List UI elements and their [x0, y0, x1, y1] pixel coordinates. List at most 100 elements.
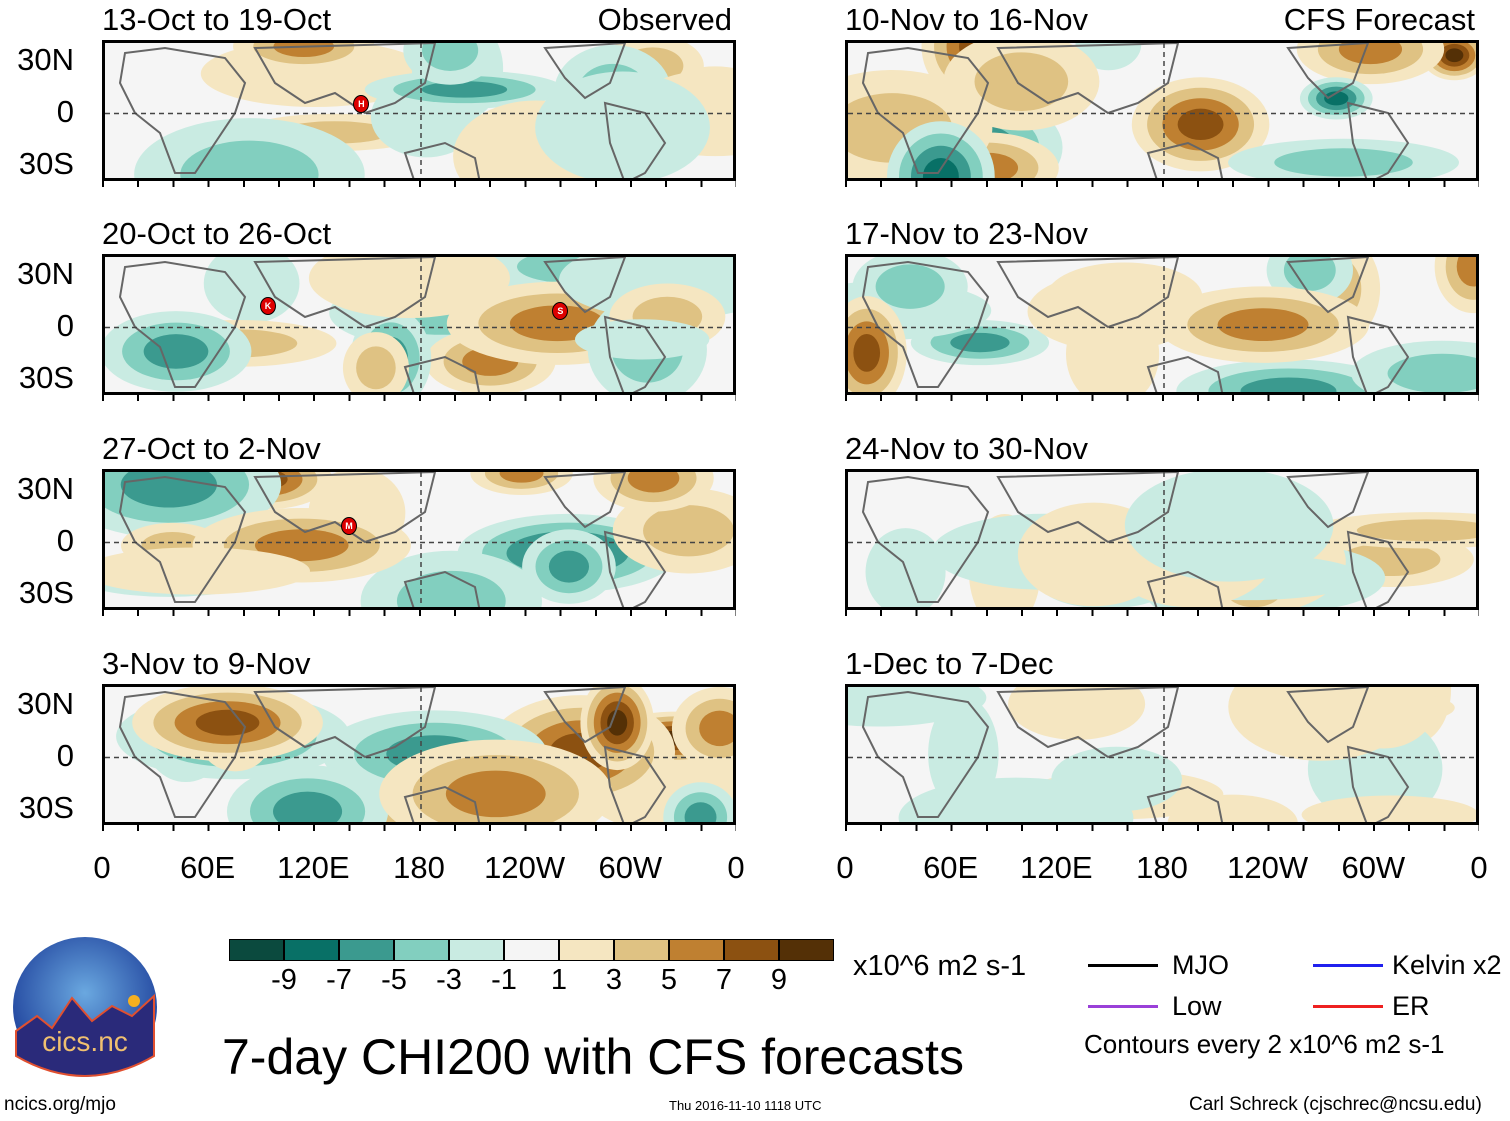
negative-anomaly-contour — [421, 81, 508, 98]
footer-author: Carl Schreck (cjschrec@ncsu.edu) — [1189, 1094, 1482, 1115]
coastline — [403, 570, 481, 607]
x-tick-label: 120W — [1227, 850, 1309, 885]
positive-anomaly-contour — [1008, 687, 1146, 740]
x-tick-marks — [845, 825, 1479, 831]
colorbar-swatch — [284, 939, 339, 961]
coastline — [1146, 785, 1224, 822]
x-tick-label: 60E — [180, 850, 236, 885]
coastline — [996, 472, 1180, 544]
tropical-cyclone-marker: M — [341, 516, 358, 535]
x-tick-label: 0 — [93, 850, 111, 885]
coastline — [1286, 472, 1370, 529]
y-tick-label: 0 — [56, 308, 74, 343]
colorbar-label: -7 — [326, 964, 352, 996]
coastline — [403, 141, 481, 178]
panel-title: 17-Nov to 23-Nov — [845, 216, 1088, 251]
positive-anomaly-contour — [1249, 688, 1455, 728]
negative-anomaly-contour — [548, 550, 590, 583]
negative-anomaly-contour — [180, 140, 319, 178]
negative-anomaly-contour — [143, 334, 209, 369]
y-tick-label: 30S — [18, 360, 74, 395]
y-tick-label: 30S — [18, 790, 74, 825]
panel-title: 10-Nov to 16-Nov — [845, 2, 1088, 37]
colorbar-swatch — [669, 939, 724, 961]
y-tick-label: 0 — [56, 523, 74, 558]
colorbar-label: 7 — [715, 964, 733, 996]
figure-title: 7-day CHI200 with CFS forecasts — [222, 1029, 964, 1085]
y-tick-label: 30S — [18, 146, 74, 181]
y-tick-label: 30N — [17, 42, 74, 77]
x-tick-label: 60W — [598, 850, 663, 885]
positive-anomaly-contour — [643, 505, 733, 557]
y-tick-label: 30N — [17, 471, 74, 506]
positive-anomaly-contour — [1301, 795, 1476, 822]
legend-line-kelvin — [1313, 964, 1383, 967]
x-tick-label: 120W — [484, 850, 566, 885]
colorbar-label: 5 — [660, 964, 678, 996]
negative-anomaly-contour — [1124, 472, 1334, 582]
legend-label-low: Low — [1172, 991, 1222, 1021]
x-tick-label: 60E — [923, 850, 979, 885]
coastline — [118, 690, 247, 818]
positive-anomaly-contour — [356, 346, 396, 390]
positive-anomaly-contour — [1445, 48, 1464, 63]
positive-anomaly-contour — [499, 472, 544, 483]
negative-anomaly-contour — [1274, 148, 1413, 177]
negative-anomaly-contour — [950, 332, 1010, 353]
logo-text: cics.nc — [42, 1026, 128, 1057]
coastline — [996, 687, 1180, 759]
negative-anomaly-contour — [1324, 91, 1349, 106]
coastline — [543, 257, 627, 314]
positive-anomaly-contour — [445, 770, 546, 818]
coastline — [1146, 570, 1224, 607]
positive-anomaly-contour — [1356, 519, 1476, 542]
colorbar-swatch — [449, 939, 504, 961]
negative-anomaly-contour — [875, 264, 945, 309]
y-tick-label: 0 — [56, 738, 74, 773]
x-tick-marks — [845, 181, 1479, 187]
y-tick-label: 0 — [56, 94, 74, 129]
footer-url[interactable]: ncics.org/mjo — [4, 1094, 116, 1115]
panel-title: 20-Oct to 26-Oct — [102, 216, 332, 251]
y-tick-label: 30N — [17, 256, 74, 291]
panel-title: 13-Oct to 19-Oct — [102, 2, 332, 37]
coastline — [118, 475, 247, 603]
negative-anomaly-contour — [1283, 257, 1336, 292]
map-panel — [845, 254, 1479, 395]
colorbar-label: -1 — [491, 964, 517, 996]
map-panel — [845, 684, 1479, 825]
colorbar-label: 1 — [550, 964, 568, 996]
panel-title: 3-Nov to 9-Nov — [102, 646, 311, 681]
coastline — [861, 475, 990, 603]
coastline — [996, 257, 1180, 329]
y-tick-label: 30S — [18, 575, 74, 610]
positive-anomaly-contour — [627, 472, 680, 493]
x-tick-label: 0 — [727, 850, 745, 885]
colorbar-label: -3 — [436, 964, 462, 996]
legend-line-mjo — [1088, 964, 1158, 967]
x-tick-label: 120E — [1020, 850, 1093, 885]
positive-anomaly-contour — [254, 529, 349, 562]
x-tick-label: 60W — [1341, 850, 1406, 885]
legend-label-kelvin: Kelvin x2 — [1392, 950, 1502, 980]
coastline — [118, 260, 247, 388]
x-tick-marks — [102, 825, 736, 831]
coastline — [253, 257, 437, 329]
negative-anomaly-contour — [203, 257, 300, 323]
map-panel: M — [102, 469, 736, 610]
positive-anomaly-contour — [1177, 108, 1224, 141]
negative-anomaly-contour — [1387, 353, 1476, 392]
coastline — [1286, 43, 1370, 100]
coastline — [861, 46, 990, 174]
positive-anomaly-contour — [195, 709, 260, 736]
colorbar-swatch — [724, 939, 779, 961]
coastline — [1286, 257, 1370, 314]
coastline — [253, 687, 437, 759]
contours-note: Contours every 2 x10^6 m2 s-1 — [1084, 1029, 1445, 1059]
legend-line-er — [1313, 1005, 1383, 1008]
coastline — [253, 472, 437, 544]
negative-anomaly-contour — [396, 570, 506, 607]
x-tick-marks — [102, 610, 736, 616]
colorbar-label: 3 — [605, 964, 623, 996]
coastline — [861, 690, 990, 818]
